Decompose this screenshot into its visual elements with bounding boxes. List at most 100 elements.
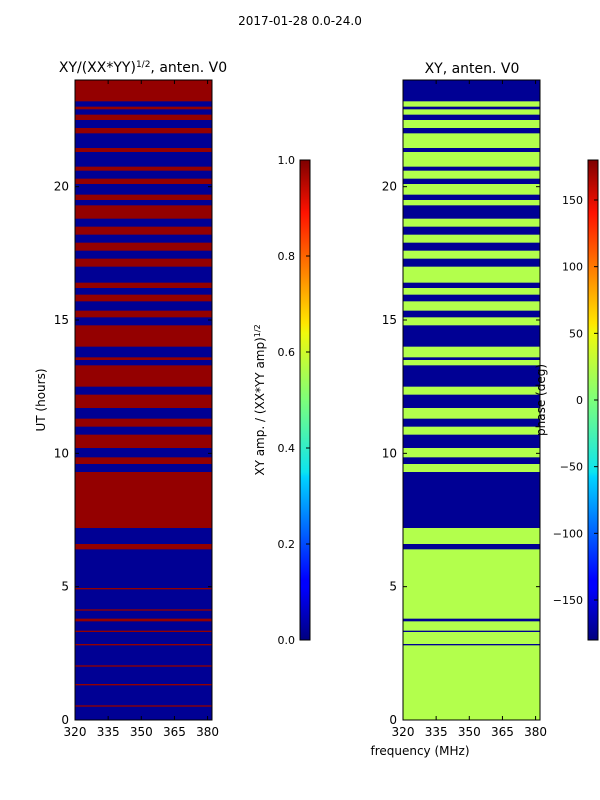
phase-heatmap-band xyxy=(403,282,540,288)
phase-heatmap-band xyxy=(403,114,540,120)
phase-heatmap-band xyxy=(403,418,540,427)
amp-heatmap-band xyxy=(75,106,212,110)
phase-heatmap-band xyxy=(403,357,540,360)
phase-heatmap-band xyxy=(403,457,540,464)
phase-heatmap-band xyxy=(403,80,540,102)
amp-xtick-label: 320 xyxy=(64,725,87,739)
phase-ytick-label: 10 xyxy=(382,446,397,460)
amp-ylabel: UT (hours) xyxy=(34,368,48,431)
amp-colorbar-tick-label: 0.8 xyxy=(278,250,296,263)
amp-heatmap-band xyxy=(75,242,212,251)
amp-heatmap-band xyxy=(75,457,212,464)
amp-colorbar-frame xyxy=(299,159,311,641)
amp-heatmap-band xyxy=(75,310,212,318)
amp-heatmap-band xyxy=(75,80,212,102)
amp-colorbar-gradient xyxy=(300,160,310,640)
amp-heatmap-band xyxy=(75,178,212,184)
amp-xtick-label: 380 xyxy=(196,725,219,739)
phase-colorbar-tick-label: −50 xyxy=(560,461,583,474)
phase-heatmap-band xyxy=(403,294,540,302)
figure-xlabel: frequency (MHz) xyxy=(370,744,469,758)
phase-ticks: 320 335 350 365 380 0 5 10 15 20 xyxy=(382,80,547,739)
amp-heatmap-band xyxy=(75,418,212,427)
phase-xtick-label: 365 xyxy=(491,725,514,739)
amp-colorbar-ticks: 0.0 0.2 0.4 0.6 0.8 1.0 xyxy=(278,154,310,647)
amp-heatmap-band xyxy=(75,394,212,408)
amp-heatmap-band xyxy=(75,148,212,152)
amp-xtick-label: 350 xyxy=(130,725,153,739)
phase-ytick-label: 20 xyxy=(382,180,397,194)
amp-heatmap-band xyxy=(75,434,212,448)
amp-heatmap-band xyxy=(75,325,212,347)
phase-colorbar-tick-label: 50 xyxy=(569,327,583,340)
amp-colorbar-tick-label: 0.4 xyxy=(278,442,296,455)
amp-xtick-label: 335 xyxy=(97,725,120,739)
amp-ticks: 320 335 350 365 380 0 5 10 15 20 xyxy=(54,80,219,739)
phase-colorbar-ticks: −150 −100 −50 0 50 100 150 xyxy=(553,194,598,607)
amp-title: XY/(XX*YY)1/2, anten. V0 xyxy=(59,60,227,76)
phase-heatmap-band xyxy=(403,128,540,134)
phase-heatmap-band xyxy=(403,310,540,318)
phase-colorbar-tick-label: 100 xyxy=(562,261,583,274)
phase-colorbar-tick-label: −100 xyxy=(553,527,583,540)
phase-colorbar-tick-label: −150 xyxy=(553,594,583,607)
amp-plot-frame xyxy=(74,79,213,721)
amp-colorbar-tick-label: 1.0 xyxy=(278,154,296,167)
amp-heatmap-band xyxy=(75,166,212,171)
panel-phase: XY, anten. V0 320 335 350 365 380 0 5 10 15 20 xyxy=(382,61,547,739)
amp-colorbar: 0.0 0.2 0.4 0.6 0.8 1.0 XY amp. / (XX*YY amp)… xyxy=(253,154,311,647)
phase-heatmap-band xyxy=(403,644,540,646)
phase-heatmap-band xyxy=(403,618,540,622)
amp-ytick-label: 20 xyxy=(54,180,69,194)
amp-heatmap-band xyxy=(75,128,212,134)
phase-colorbar: −150 −100 −50 0 50 100 150 phase (deg) xyxy=(534,159,599,641)
amp-heatmap-band xyxy=(75,226,212,235)
phase-heatmap-band xyxy=(403,242,540,251)
amp-heatmap-band xyxy=(75,357,212,360)
phase-heatmap-band xyxy=(403,394,540,408)
amp-xtick-label: 365 xyxy=(163,725,186,739)
amp-heatmap-band xyxy=(75,294,212,302)
amp-ytick-label: 10 xyxy=(54,446,69,460)
amp-heatmap-band xyxy=(75,609,212,611)
phase-heatmap-band xyxy=(403,148,540,152)
phase-heatmap-band xyxy=(403,106,540,110)
phase-colorbar-tick-label: 0 xyxy=(576,394,583,407)
phase-colorbar-label: phase (deg) xyxy=(534,364,548,436)
phase-plot-frame xyxy=(402,79,541,721)
phase-heatmap-band xyxy=(403,544,540,550)
amp-colorbar-tick-label: 0.0 xyxy=(278,634,296,647)
phase-ytick-label: 0 xyxy=(389,713,397,727)
amp-ytick-label: 15 xyxy=(54,313,69,327)
amp-heatmap-band xyxy=(75,630,212,632)
amp-heatmap-band xyxy=(75,205,212,219)
amp-colorbar-tick-label: 0.2 xyxy=(278,538,296,551)
phase-heatmap-band xyxy=(403,365,540,387)
panel-amplitude: XY/(XX*YY)1/2, anten. V0 320 335 350 365 380… xyxy=(34,60,227,739)
amp-ytick-label: 5 xyxy=(61,580,69,594)
phase-xtick-label: 380 xyxy=(524,725,547,739)
amp-heatmap-band xyxy=(75,618,212,622)
phase-heatmap-band xyxy=(403,325,540,347)
amp-ytick-label: 0 xyxy=(61,713,69,727)
phase-heatmap-band xyxy=(403,166,540,171)
phase-ytick-label: 15 xyxy=(382,313,397,327)
amp-heatmap-band xyxy=(75,472,212,528)
phase-colorbar-gradient xyxy=(588,160,598,640)
phase-heatmap-band xyxy=(403,434,540,448)
phase-heatmap-band xyxy=(403,630,540,632)
phase-xtick-label: 335 xyxy=(425,725,448,739)
phase-heatmap-band xyxy=(403,258,540,267)
amp-heatmap-band xyxy=(75,705,212,707)
phase-xtick-label: 350 xyxy=(458,725,481,739)
phase-heatmap xyxy=(403,80,540,720)
amp-heatmap-band xyxy=(75,365,212,387)
amp-heatmap-band xyxy=(75,282,212,288)
amp-heatmap-band xyxy=(75,194,212,200)
phase-heatmap-band xyxy=(403,472,540,528)
amp-colorbar-label: XY amp. / (XX*YY amp)1/2 xyxy=(253,324,268,475)
phase-heatmap-band xyxy=(403,194,540,200)
amp-colorbar-tick-label: 0.6 xyxy=(278,346,296,359)
amp-heatmap-band xyxy=(75,665,212,667)
amp-heatmap-band xyxy=(75,258,212,267)
